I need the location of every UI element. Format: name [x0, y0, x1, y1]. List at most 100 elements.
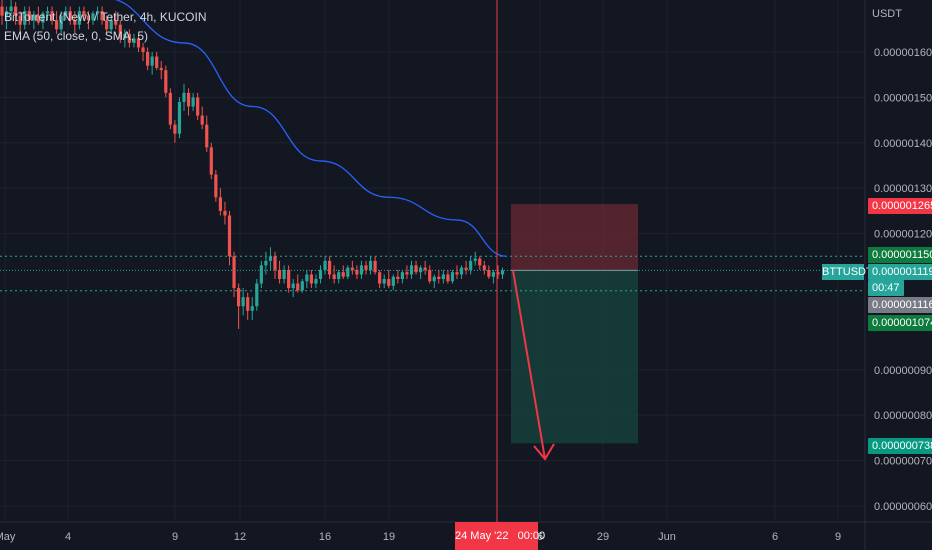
stop-price-tag: 0.000001265 [868, 198, 932, 214]
candle-body [164, 70, 168, 93]
price-tick-label: 0.000001500 [874, 92, 932, 104]
candle-body [396, 276, 400, 279]
candle-body [469, 260, 473, 270]
candle-body [437, 276, 441, 279]
candle-body [291, 283, 295, 289]
time-tick-label: 19 [383, 531, 395, 543]
crosshair-time-label: 24 May '22 00:00 [455, 522, 545, 550]
candle-body [132, 38, 136, 43]
candle-body [373, 260, 377, 273]
position-zones[interactable] [511, 204, 638, 444]
candle-body [205, 124, 209, 148]
candle-body [123, 33, 127, 39]
candle-body [32, 15, 36, 21]
candle-body [323, 260, 327, 270]
candle-body [186, 92, 191, 107]
candle-body [168, 92, 172, 125]
arrow-head [533, 443, 555, 461]
candle-body [346, 267, 350, 277]
candle-body [177, 101, 182, 134]
candle-body [77, 11, 81, 25]
chart-legend: BitTorrent (New) / Tether, 4h, KUCOIN EM… [4, 8, 207, 46]
candle-body [459, 267, 464, 275]
candle-body [332, 274, 336, 279]
candle-body [9, 6, 13, 12]
candle-body [14, 6, 18, 16]
candle-body [155, 56, 159, 68]
candle-body [27, 11, 31, 21]
candle-body [482, 265, 486, 270]
candle-body [309, 274, 313, 284]
candle-body [341, 272, 345, 277]
candle-body [18, 15, 22, 25]
candle-body [273, 256, 277, 270]
candle-body [441, 274, 445, 279]
price-tick-label: 0.000000800 [874, 410, 932, 422]
time-tick-label: 9 [835, 531, 841, 543]
price-tick-label: 0.000001600 [874, 47, 932, 59]
candle-body [364, 265, 368, 270]
price-tick-label: 0.000000900 [874, 365, 932, 377]
candle-body [214, 174, 218, 198]
lower-level-tag: 0.000001074 [868, 315, 932, 331]
candle-body [491, 272, 495, 277]
candle-body [227, 215, 232, 257]
candle-body [318, 269, 323, 279]
price-axis[interactable]: 0.000001600 0.000001500 0.000001400 0.00000… [874, 47, 932, 513]
candle-body [237, 288, 241, 307]
candle-body [136, 38, 141, 48]
price-tick-label: 0.000000700 [874, 456, 932, 468]
time-tick-label: 6 [537, 531, 543, 543]
ema-indicator-label[interactable]: EMA (50, close, 0, SMA, 5) [4, 29, 149, 43]
candle-body [500, 270, 505, 275]
time-tick-label: 4 [65, 531, 71, 543]
candle-body [378, 272, 382, 284]
candle-body [305, 274, 309, 282]
candle-body [400, 272, 404, 279]
candle-body [73, 20, 77, 25]
candle-body [259, 265, 263, 284]
time-tick-label: 6 [772, 531, 778, 543]
ema-line [114, 0, 508, 257]
candle-body [223, 210, 227, 216]
candle-body [287, 269, 291, 289]
price-tick-label: 0.000000600 [874, 501, 932, 513]
forecast-arrow[interactable] [512, 270, 555, 461]
candle-body [173, 124, 177, 134]
candle-body [446, 274, 450, 282]
symbol-tag: BTTUSDT [822, 264, 873, 280]
candle-body [55, 20, 59, 30]
candle-body [350, 267, 354, 270]
candle-body [150, 56, 154, 66]
candle-body [255, 283, 259, 307]
candle-body [423, 267, 427, 270]
time-tick-label: Jun [658, 531, 676, 543]
time-tick-label: 9 [172, 531, 178, 543]
candle-body [487, 269, 491, 277]
candle-body [355, 269, 359, 275]
candle-body [118, 24, 122, 39]
candle-body [68, 11, 72, 21]
candle-body [0, 6, 4, 16]
candle-body [191, 97, 195, 107]
time-axis[interactable]: May 4 9 12 16 19 6 29 Jun 6 9 [0, 531, 841, 543]
arrow-shaft [512, 270, 546, 460]
candle-body [432, 276, 436, 282]
horizontal-levels[interactable] [0, 255, 865, 292]
candle-body [478, 258, 482, 266]
candle-body [359, 265, 364, 275]
candle-body [109, 20, 113, 30]
candle-body [264, 260, 268, 266]
candle-body [496, 272, 500, 275]
candle-body [464, 267, 468, 270]
candles [0, 0, 505, 329]
candle-body [41, 13, 45, 23]
stop-zone [511, 204, 638, 271]
candle-body [296, 283, 300, 291]
symbol-title[interactable]: BitTorrent (New) / Tether, 4h, KUCOIN [4, 10, 207, 24]
price-tick-label: 0.000001300 [874, 183, 932, 195]
upper-level-tag: 0.000001150 [868, 247, 932, 263]
candle-body [241, 297, 245, 307]
